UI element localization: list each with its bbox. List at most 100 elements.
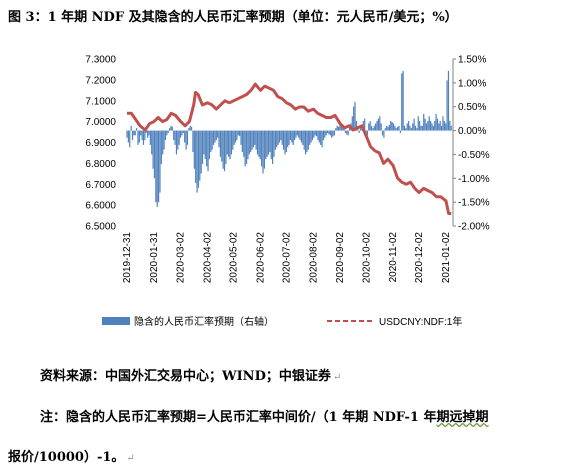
bar [255,130,257,150]
bar [326,130,329,133]
bar [252,130,254,148]
bar [259,130,261,160]
bar [442,116,444,131]
bar [163,130,165,150]
bar [234,130,237,143]
y-right-tick-label: -1.50% [458,198,490,209]
bar [364,118,366,131]
note-line-2: 报价/10000）-1。 ↵ [8,450,135,465]
bar [379,116,381,131]
bar [429,121,432,131]
bar [134,130,136,136]
bar [306,130,308,153]
bar [394,125,396,131]
bar [145,130,147,133]
bar [236,130,238,141]
bar [265,130,267,160]
bar [272,130,274,164]
bar [151,130,153,155]
bar [186,130,189,145]
bar [303,130,305,150]
y-left-tick-label: 7.3000 [85,55,116,66]
bar [402,70,404,131]
bar [304,130,307,155]
bar [293,130,296,141]
bar [248,130,250,155]
bar [184,130,186,143]
bar [219,130,222,157]
bar [339,124,341,131]
bar [343,128,345,131]
x-tick-label: 2019-12-31 [122,232,133,284]
bar [130,125,132,131]
bar [392,123,395,131]
bar [214,130,216,143]
bar [440,125,443,131]
bar [355,121,358,131]
bar [129,130,131,148]
bar [203,130,205,155]
bar [155,130,157,203]
bar [300,130,303,143]
y-right-tick-label: -2.00% [458,222,490,233]
bar [395,128,397,131]
bar [208,130,211,160]
bar [192,130,194,153]
bar [174,130,176,145]
bar [432,125,434,131]
bar [262,130,264,174]
bar [168,128,171,131]
bar [144,130,146,141]
bar [427,121,429,131]
bar [398,125,400,131]
bar [228,130,230,157]
bar [291,130,293,143]
bar [177,130,179,150]
bar [424,118,426,131]
x-tick-label: 2020-09-02 [335,232,346,284]
bar [445,123,447,131]
bar [288,130,290,145]
bar [412,123,414,131]
legend-bar-swatch [102,317,130,325]
y-left-tick-label: 7.0000 [85,117,116,128]
bar [273,130,275,157]
bar [241,130,243,153]
bar [325,130,327,136]
bar [223,130,226,172]
y-right-tick-label: -1.00% [458,174,490,185]
bar [289,130,292,141]
bar [419,121,421,131]
bar [239,130,241,137]
bar [173,130,175,141]
bar [302,130,304,145]
bar [299,130,301,141]
bar [251,130,253,150]
legend-bar-label: 隐含的人民币汇率预期（右轴） [134,315,274,328]
bar [285,130,287,153]
x-tick-label: 2020-04-02 [203,232,214,284]
bar [159,130,161,193]
x-tick-label: 2020-05-02 [229,232,240,284]
bar [256,130,259,155]
bar [373,125,375,131]
bar [138,130,140,143]
bar [142,130,145,145]
bar [336,125,338,131]
bar [369,121,371,131]
bar [170,125,172,131]
bar [131,130,134,141]
bar [261,130,263,167]
y-right-tick-label: 1.50% [458,55,486,66]
bar [204,130,206,160]
bar [197,130,200,188]
legend-line-label: USDCNY:NDF:1年 [379,315,462,328]
bar [244,130,246,167]
bar [311,130,314,141]
y-left-tick-label: 6.8000 [85,159,116,170]
bar [276,130,278,148]
x-tick-label: 2020-12-02 [414,232,425,284]
bar [162,130,164,155]
bar [137,130,139,145]
bar [247,130,249,160]
